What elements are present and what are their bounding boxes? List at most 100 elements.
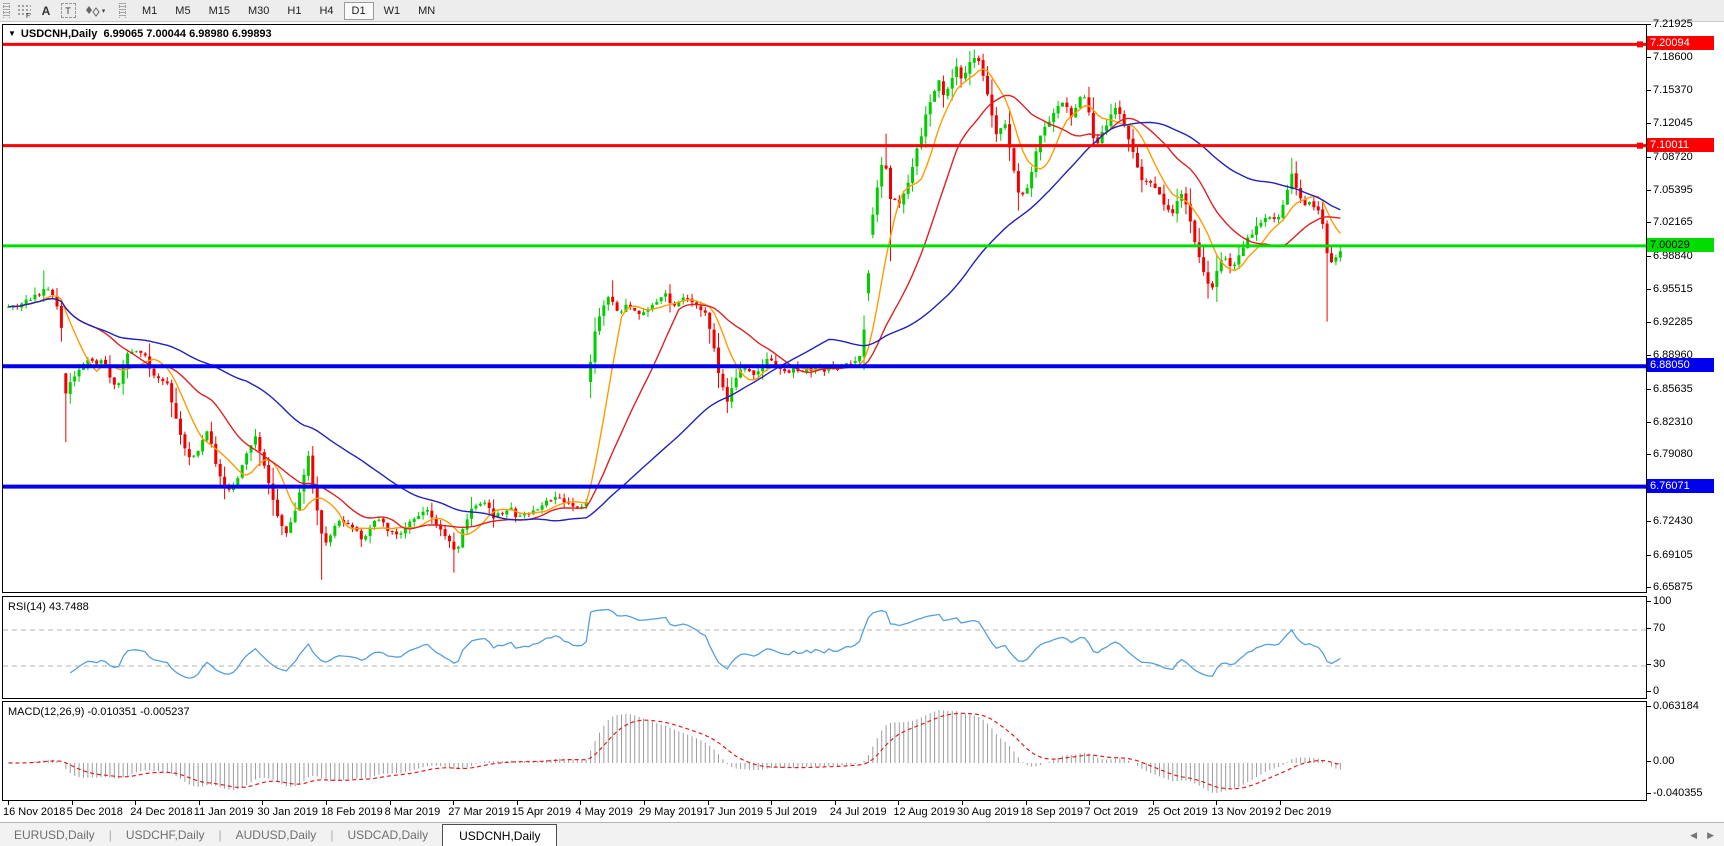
chart-expand-icon[interactable]: ▼: [8, 29, 16, 38]
timeframe-button-w1[interactable]: W1: [383, 4, 401, 17]
date-axis[interactable]: 16 Nov 2018 5 Dec 2018 24 Dec 2018 11 Jan 2…: [0, 801, 1724, 822]
price-axis-label: 7.18600: [1646, 51, 1693, 64]
date-axis-label: 8 Mar 2019: [384, 806, 441, 818]
macd-canvas: [8, 710, 1341, 793]
date-tick: [453, 801, 455, 805]
macd-axis-label: 0.00: [1645, 755, 1675, 767]
date-axis-label: 5 Jul 2019: [766, 806, 817, 818]
timeframe-button-m15[interactable]: M15: [208, 4, 230, 17]
label-icon-box: T: [60, 3, 76, 18]
price-axis-label: 6.72430: [1646, 515, 1693, 528]
text-icon[interactable]: A: [41, 3, 51, 18]
chart-tab-bar: EURUSD,Daily | USDCHF,Daily | AUDUSD,Daily | U…: [0, 822, 1724, 846]
price-axis-label: 7.15370: [1646, 83, 1693, 96]
price-axis-label: 6.65875: [1646, 581, 1693, 593]
shapes-icon[interactable]: ▾: [80, 2, 110, 19]
macd-histogram: [12, 710, 1341, 793]
chart-tab-usdchf[interactable]: USDCHF,Daily: [125, 828, 205, 842]
fibonacci-icon[interactable]: F: [14, 2, 34, 19]
date-axis-label: 25 Oct 2019: [1147, 806, 1208, 818]
date-axis-label: 5 Dec 2018: [66, 806, 123, 818]
chevron-down-icon: ▾: [101, 7, 106, 15]
date-axis-label: 4 May 2019: [575, 806, 633, 818]
timeframe-button-h1[interactable]: H1: [287, 4, 302, 17]
date-axis-label: 16 Nov 2018: [3, 806, 66, 818]
date-tick: [771, 801, 773, 805]
main-chart-pane[interactable]: [2, 24, 1647, 593]
date-tick: [71, 801, 73, 805]
toolbar-gripper[interactable]: [3, 3, 10, 18]
macd-axis-label: 0.063184: [1646, 700, 1699, 712]
price-axis-label: 6.69105: [1646, 548, 1693, 561]
price-axis-label: 7.21925: [1646, 18, 1693, 30]
date-tick: [1280, 801, 1281, 805]
date-tick: [8, 801, 9, 805]
date-tick: [1152, 801, 1154, 805]
timeframe-group: M1 M5 M15 M30 H1 H4 D1 W1 MN: [133, 1, 444, 20]
timeframe-button-m5[interactable]: M5: [175, 4, 191, 17]
price-axis-label: 6.85635: [1646, 382, 1693, 395]
macd-indicator-pane[interactable]: [2, 701, 1647, 801]
date-tick: [1216, 801, 1218, 805]
date-axis-label: 30 Aug 2019: [957, 806, 1019, 818]
macd-signal-line: [8, 712, 1341, 790]
tab-scroll-right-icon[interactable]: ▶: [1707, 829, 1714, 840]
date-tick: [1089, 801, 1091, 805]
price-axis-label: 6.98840: [1646, 249, 1693, 262]
rsi-axis-label: 30: [1645, 658, 1666, 670]
ma-slow-line: [8, 121, 1341, 522]
toolbar-gripper[interactable]: [119, 3, 126, 18]
date-axis-label: 15 Apr 2019: [511, 806, 572, 818]
date-axis-label: 29 May 2019: [639, 806, 703, 818]
ma-medium-line: [8, 94, 1341, 530]
price-level-badge: 7.00029: [1647, 237, 1714, 252]
date-tick: [580, 801, 582, 805]
timeframe-button-m1[interactable]: M1: [142, 4, 158, 17]
date-tick: [262, 801, 264, 805]
tab-separator: |: [108, 828, 112, 842]
date-axis-label: 12 Aug 2019: [893, 806, 956, 818]
price-axis-label: 6.88960: [1646, 349, 1693, 362]
date-tick: [644, 801, 645, 805]
label-icon[interactable]: T: [58, 2, 78, 19]
chart-tab-eurusd[interactable]: EURUSD,Daily: [14, 828, 95, 842]
date-tick: [326, 801, 327, 805]
rsi-axis-label: 0: [1645, 685, 1660, 697]
tab-scroll-left-icon[interactable]: ◀: [1690, 829, 1698, 840]
toolbar: F A T ▾ M1 M5 M15 M30 H1 H4 D1 W1 MN: [0, 0, 1724, 22]
tab-scroll-controls: ◀ ▶: [1690, 823, 1724, 846]
date-axis-label: 24 Dec 2018: [130, 806, 193, 818]
price-axis-label: 6.95515: [1646, 283, 1693, 296]
macd-label: MACD(12,26,9) -0.010351 -0.005237: [8, 706, 190, 718]
chart-tab-audusd[interactable]: AUDUSD,Daily: [235, 828, 317, 842]
price-axis-label: 7.12045: [1646, 117, 1693, 130]
price-axis-label: 6.92285: [1646, 315, 1693, 328]
price-axis-label: 6.82310: [1646, 415, 1693, 428]
rsi-axis-label: 70: [1645, 622, 1666, 634]
timeframe-button-m30[interactable]: M30: [247, 4, 270, 17]
price-axis-label: 7.08720: [1646, 150, 1693, 163]
date-axis-label: 17 Jun 2019: [702, 806, 764, 818]
rsi-indicator-pane[interactable]: [2, 596, 1647, 699]
timeframe-button-h4[interactable]: H4: [319, 4, 334, 17]
date-tick: [707, 801, 709, 805]
date-axis-label: 7 Oct 2019: [1084, 806, 1139, 818]
price-level-badge: 7.10011: [1647, 137, 1714, 152]
macd-axis-label: -0.040355: [1646, 787, 1703, 799]
date-tick: [516, 801, 518, 805]
date-axis-label: 2 Dec 2019: [1275, 806, 1332, 818]
timeframe-button-mn[interactable]: MN: [418, 4, 436, 17]
rsi-canvas: [3, 608, 1646, 679]
date-tick: [135, 801, 137, 805]
chart-tab-usdcnh[interactable]: USDCNH,Daily: [442, 824, 558, 846]
chart-symbol-label: USDCNH,Daily: [20, 28, 98, 40]
price-axis-label: 6.79080: [1646, 448, 1693, 461]
date-tick: [198, 801, 200, 805]
chart-tab-usdcad[interactable]: USDCAD,Daily: [347, 828, 429, 842]
rsi-label: RSI(14) 43.7488: [8, 601, 89, 613]
svg-text:F: F: [26, 13, 30, 18]
date-tick: [962, 801, 963, 805]
price-axis-label: 7.05395: [1646, 184, 1693, 197]
timeframe-button-d1[interactable]: D1: [343, 1, 374, 20]
